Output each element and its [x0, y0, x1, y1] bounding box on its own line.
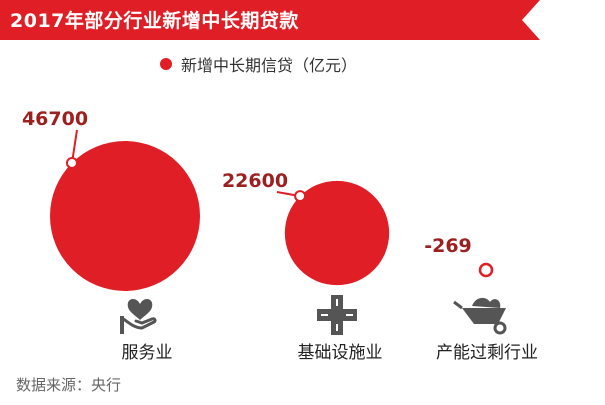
leader-dot — [65, 156, 78, 169]
title-banner — [0, 0, 540, 40]
title-banner-shape — [0, 0, 540, 40]
category-label: 服务业 — [122, 343, 173, 363]
bubble — [478, 262, 494, 278]
barrow-bin — [462, 308, 506, 324]
data-label: 22600 — [222, 170, 288, 192]
heart-hand-icon — [120, 298, 157, 334]
barrow-wheel — [493, 321, 507, 335]
chart-title: 2017年部分行业新增中长期贷款 — [10, 10, 299, 32]
bubble — [50, 141, 200, 291]
data-label: 46700 — [22, 108, 88, 130]
leader-dot — [294, 190, 307, 203]
legend-label: 新增中长期信贷（亿元） — [181, 56, 358, 75]
category-label: 产能过剩行业 — [436, 343, 538, 363]
data-source: 数据来源：央行 — [16, 376, 122, 394]
legend: 新增中长期信贷（亿元） — [160, 52, 357, 76]
wheelbarrow-icon — [453, 297, 507, 335]
category-label: 基础设施业 — [298, 343, 383, 363]
legend-marker — [160, 58, 172, 70]
bubble — [284, 180, 390, 286]
crossroads-icon — [317, 295, 357, 335]
data-label: -269 — [424, 235, 472, 257]
hand-shape — [120, 316, 157, 330]
barrow-handle — [453, 300, 463, 310]
heart-shape — [127, 298, 153, 320]
cross-shape — [317, 295, 357, 335]
lane-marks — [321, 299, 353, 331]
barrow-load — [472, 297, 501, 308]
